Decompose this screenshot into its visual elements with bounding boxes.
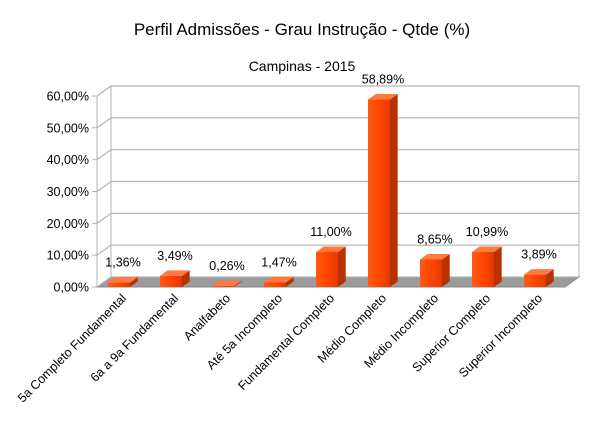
bar-side [130,277,138,287]
bar-top [472,246,502,253]
y-tick-label: 30,00% [47,185,89,199]
bar-front [316,251,338,287]
bars [108,94,554,287]
gridline [96,149,579,161]
data-label: 3,89% [521,248,556,262]
bar-top [316,246,346,252]
data-label: 1,36% [105,256,140,270]
x-tick-label: Analfabeto [181,291,233,343]
y-tick-label: 50,00% [47,121,89,135]
data-label: 58,89% [362,73,404,87]
bar-side [494,246,502,287]
y-tick-label: 10,00% [47,249,89,263]
bar-top [160,270,190,276]
gridline [96,117,579,129]
y-tick-label: 40,00% [47,153,89,167]
data-label: 1,47% [261,255,296,269]
bar-side [546,269,554,287]
gridline [96,244,579,256]
chart-subtitle: Campinas - 2015 [249,58,356,74]
bar-top [420,253,450,260]
bar-top [264,276,294,283]
data-label: 0,26% [209,259,244,273]
grid-lines [96,85,579,288]
bar-side [442,253,450,287]
gridline [96,212,579,224]
bar-front [212,286,234,287]
y-tick-label: 0,00% [54,281,89,295]
bar-front [420,259,442,287]
y-tick-label: 20,00% [47,217,89,231]
bar [524,269,554,287]
bar-front [264,282,286,287]
bar-front [472,252,494,287]
bar-side [234,280,242,287]
data-label: 11,00% [310,225,351,239]
bar-top [368,94,398,100]
bar [472,246,502,287]
bar [108,277,138,287]
x-tick-label: 5a Completo Fundamental [15,291,129,405]
x-tick-label: Fundamental Completo [235,291,337,393]
x-tick-label: 6a a 9a Fundamental [88,291,181,384]
bar [368,94,398,287]
data-label: 10,99% [466,225,508,239]
bar-side [182,270,190,287]
bar-top [524,269,554,275]
bar [264,276,294,287]
bar-side [390,94,398,287]
bar-top [108,277,138,283]
bar [212,280,242,287]
chart-title: Perfil Admissões - Grau Instrução - Qtde… [134,20,470,39]
gridline [96,180,579,192]
bar-side [338,246,346,287]
data-labels: 1,36% 3,49% 0,26% 1,47% 11,00% 58,89% 8,65% 10,… [105,73,556,274]
bar [316,246,346,287]
y-tick-label: 60,00% [47,90,89,104]
data-label: 3,49% [157,249,192,263]
bar-front [160,275,182,287]
bar-front [368,99,390,287]
bar-side [286,276,294,287]
y-axis: 0,00% 10,00% 20,00% 30,00% 40,00% 50,00% 60,00… [47,90,97,295]
data-label: 8,65% [417,232,452,246]
bar [160,270,190,287]
gridline [96,85,579,97]
bar-front [524,274,546,287]
bar [420,253,450,287]
bar-front [108,282,130,287]
bar-top [212,280,242,287]
